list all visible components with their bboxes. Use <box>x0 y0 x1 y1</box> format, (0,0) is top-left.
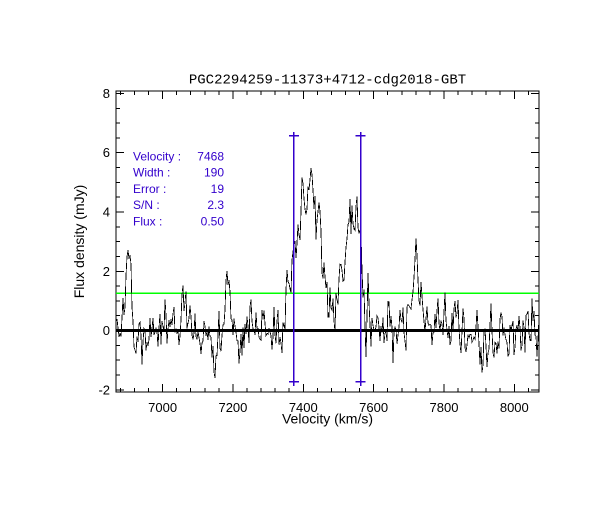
svg-text:Width :: Width : <box>133 166 170 180</box>
svg-text:4: 4 <box>103 204 110 219</box>
svg-text:6: 6 <box>103 145 110 160</box>
svg-text:Flux :: Flux : <box>133 215 162 229</box>
svg-text:8000: 8000 <box>500 400 529 415</box>
svg-text:Error :: Error : <box>133 182 166 196</box>
svg-text:0.50: 0.50 <box>201 215 225 229</box>
svg-text:190: 190 <box>204 166 224 180</box>
svg-text:0: 0 <box>103 323 110 338</box>
svg-text:Velocity :: Velocity : <box>133 149 181 163</box>
svg-text:-2: -2 <box>98 382 110 397</box>
svg-text:8: 8 <box>103 86 110 101</box>
svg-text:19: 19 <box>211 182 225 196</box>
svg-text:S/N :: S/N : <box>133 198 160 212</box>
svg-text:7800: 7800 <box>430 400 459 415</box>
svg-text:7200: 7200 <box>218 400 247 415</box>
svg-text:2.3: 2.3 <box>207 198 224 212</box>
svg-text:PGC2294259-11373+4712-cdg2018-: PGC2294259-11373+4712-cdg2018-GBT <box>189 73 466 89</box>
svg-text:7468: 7468 <box>197 149 224 163</box>
svg-text:7000: 7000 <box>148 400 177 415</box>
svg-text:Velocity (km/s): Velocity (km/s) <box>282 411 373 427</box>
svg-text:Flux density (mJy): Flux density (mJy) <box>71 185 87 299</box>
svg-text:2: 2 <box>103 264 110 279</box>
